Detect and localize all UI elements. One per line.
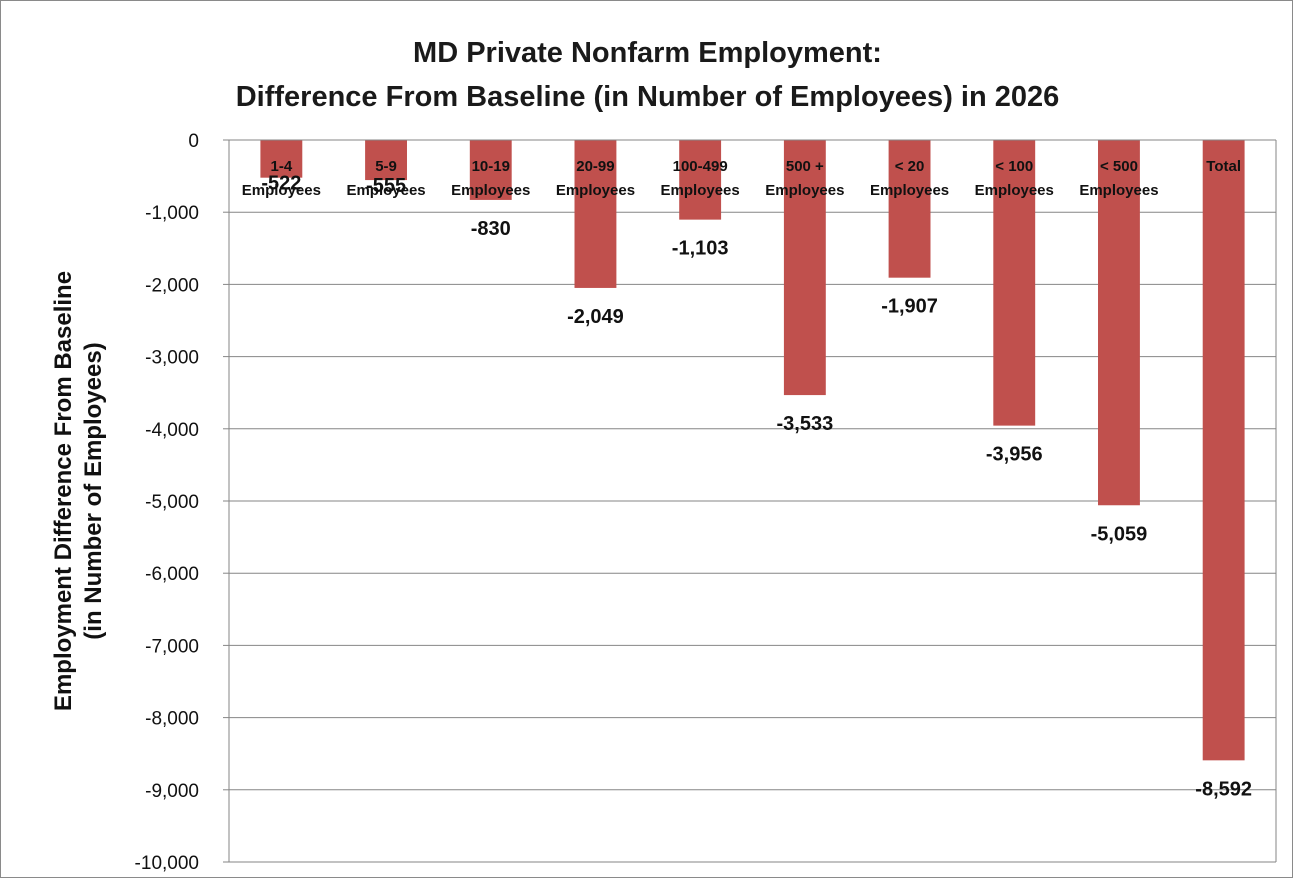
category-label: Employees <box>1079 182 1158 199</box>
y-tick-label: -4,000 <box>145 420 199 441</box>
bar <box>783 140 826 396</box>
category-label: Employees <box>765 182 844 199</box>
data-label: -830 <box>471 218 511 240</box>
data-label: -5,059 <box>1091 523 1148 545</box>
category-label: 10-19 <box>472 158 510 175</box>
bar <box>1098 140 1140 506</box>
chart-title-line-1: MD Private Nonfarm Employment: <box>413 37 882 69</box>
y-tick-label: -8,000 <box>145 709 199 730</box>
category-label: Employees <box>870 182 949 199</box>
y-tick-label: -1,000 <box>145 203 199 224</box>
category-label: Employees <box>451 182 530 199</box>
data-label: -8,592 <box>1195 778 1252 800</box>
category-label: Employees <box>556 182 635 199</box>
category-label: < 20 <box>895 158 925 175</box>
category-label: < 100 <box>995 158 1033 175</box>
y-tick-label: 0 <box>188 131 199 152</box>
bar <box>1202 140 1245 761</box>
data-label: -2,049 <box>567 306 624 328</box>
bar <box>260 140 303 178</box>
y-tick-label: -9,000 <box>145 781 199 802</box>
bar <box>469 140 512 200</box>
bar <box>888 140 931 278</box>
bar <box>574 140 617 288</box>
category-label: Total <box>1206 158 1241 175</box>
category-label: < 500 <box>1100 158 1138 175</box>
data-label: -3,533 <box>776 413 833 435</box>
data-label: -555 <box>366 175 406 197</box>
data-label: -1,907 <box>881 296 938 318</box>
y-tick-label: -7,000 <box>145 636 199 657</box>
bar <box>365 140 407 181</box>
category-label: 1-4 <box>271 158 293 175</box>
data-label: -1,103 <box>672 238 729 260</box>
bar <box>993 140 1036 426</box>
bar <box>679 140 722 220</box>
category-label: 5-9 <box>375 158 397 175</box>
y-tick-label: -5,000 <box>145 492 199 513</box>
category-label: Employees <box>242 182 321 199</box>
category-label: 500 + <box>786 158 824 175</box>
category-label: 100-499 <box>673 158 728 175</box>
y-tick-label: -10,000 <box>135 853 199 874</box>
y-tick-label: -2,000 <box>145 275 199 296</box>
data-label: -522 <box>261 173 301 195</box>
category-label: Employees <box>661 182 740 199</box>
category-label: Employees <box>975 182 1054 199</box>
chart-title-line-2: Difference From Baseline (in Number of E… <box>235 81 1060 113</box>
y-tick-label: -6,000 <box>145 564 199 585</box>
data-label: -3,956 <box>986 444 1043 466</box>
category-label: Employees <box>346 182 425 199</box>
category-label: 20-99 <box>576 158 614 175</box>
y-tick-label: -3,000 <box>145 348 199 369</box>
